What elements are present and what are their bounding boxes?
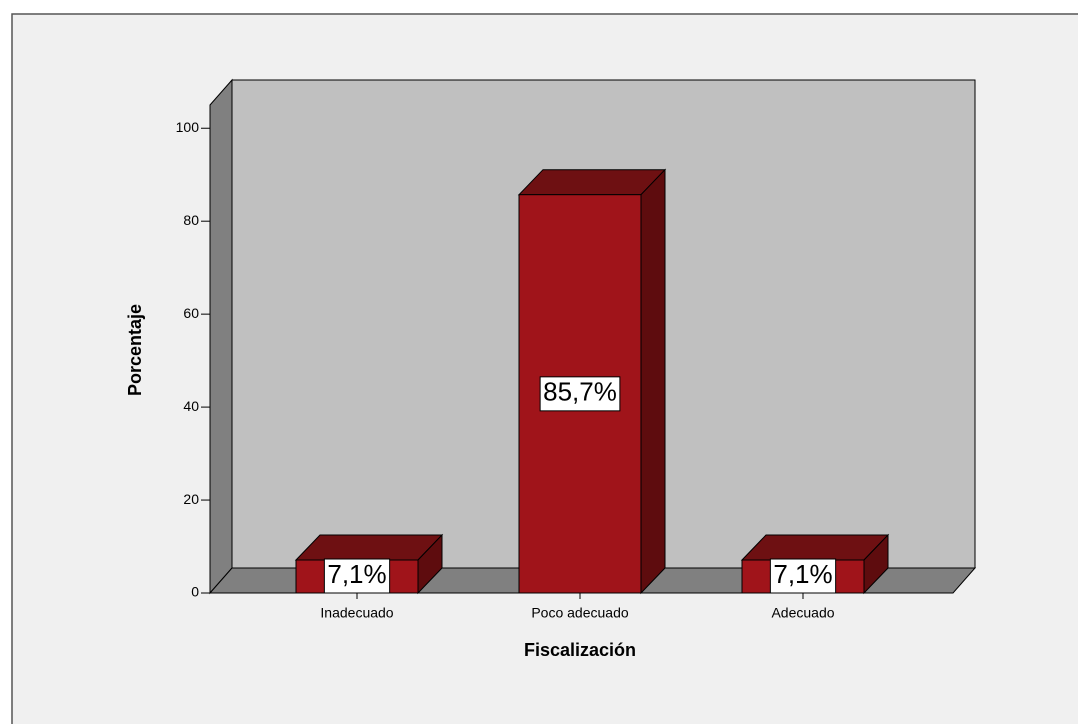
y-axis-title: Porcentaje [125, 304, 145, 396]
value-label-box [539, 376, 621, 412]
value-label: 7,1% [327, 559, 386, 589]
y-tick-label: 100 [176, 119, 200, 135]
value-label: 7,1% [773, 559, 832, 589]
y-tick-label: 40 [183, 398, 199, 414]
x-tick-label: Adecuado [771, 605, 834, 621]
bar-top [740, 534, 890, 561]
value-label: 85,7% [543, 377, 617, 407]
y-tick-label: 0 [191, 584, 199, 600]
bar-top [294, 534, 444, 561]
bar-side [640, 168, 666, 595]
y-tick-label: 60 [183, 305, 199, 321]
value-label-box [769, 558, 837, 594]
bar-top [517, 169, 667, 196]
y-tick-label: 80 [183, 212, 199, 228]
x-tick-label: Poco adecuado [531, 605, 629, 621]
value-label-box [323, 558, 391, 594]
x-axis-title: Fiscalización [524, 640, 636, 660]
y-tick-label: 20 [183, 491, 199, 507]
side-wall [209, 78, 233, 595]
x-tick-label: Inadecuado [320, 605, 393, 621]
